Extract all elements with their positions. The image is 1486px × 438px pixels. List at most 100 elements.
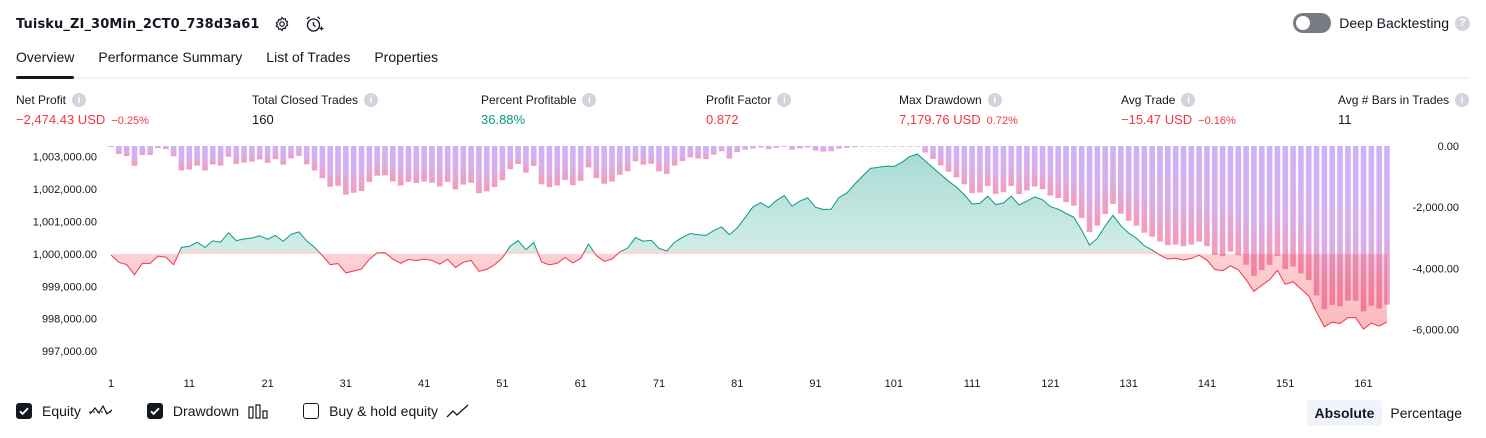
drawdown-bar	[632, 146, 639, 162]
equity-area-above	[179, 154, 1154, 251]
tab-properties[interactable]: Properties	[374, 49, 439, 65]
buy-hold-checkbox[interactable]	[303, 403, 320, 419]
mode-percentage[interactable]: Percentage	[1390, 405, 1462, 421]
drawdown-bar	[296, 146, 302, 156]
x-axis-tick: 161	[1354, 378, 1372, 390]
x-axis-tick: 61	[575, 378, 587, 390]
drawdown-bar	[123, 146, 130, 157]
left-axis-tick: 1,001,000.00	[33, 217, 97, 229]
drawdown-bar	[593, 146, 600, 179]
drawdown-bar	[311, 146, 318, 171]
drawdown-bar	[327, 146, 334, 187]
drawdown-bar	[883, 146, 889, 147]
drawdown-bar	[562, 146, 568, 180]
drawdown-bar	[186, 146, 193, 170]
left-axis-tick: 1,000,000.00	[33, 249, 97, 261]
drawdown-bar	[585, 146, 592, 168]
left-axis-tick: 999,000.00	[42, 281, 97, 293]
drawdown-bar	[1039, 146, 1046, 190]
deep-backtesting-toggle[interactable]	[1293, 13, 1332, 33]
tab-performance-summary[interactable]: Performance Summary	[98, 49, 243, 65]
help-icon[interactable]: ?	[1455, 15, 1470, 31]
drawdown-bar	[953, 146, 960, 178]
info-icon[interactable]: i	[987, 93, 1002, 107]
info-icon[interactable]: i	[1181, 93, 1196, 107]
x-axis-tick: 41	[418, 378, 430, 390]
drawdown-bar	[429, 146, 435, 183]
drawdown-bar	[930, 146, 936, 159]
equity-drawdown-chart[interactable]: 1,003,000.00 1,002,000.00 1,001,000.00 1,00…	[0, 138, 1486, 394]
drawdown-bar	[601, 146, 607, 184]
mode-absolute[interactable]: Absolute	[1306, 400, 1383, 426]
alarm-plus-icon[interactable]	[304, 14, 324, 34]
drawdown-bar	[256, 146, 263, 160]
drawdown-bar	[1172, 146, 1179, 245]
drawdown-bar	[789, 146, 795, 150]
drawdown-bar	[1290, 146, 1296, 267]
x-axis-tick: 151	[1276, 378, 1294, 390]
equity-checkbox[interactable]	[16, 403, 32, 419]
drawdown-bar	[1305, 146, 1312, 281]
info-icon[interactable]: i	[364, 93, 379, 107]
info-icon[interactable]: i	[1455, 93, 1470, 107]
drawdown-bar	[1086, 146, 1093, 233]
info-icon[interactable]: i	[582, 93, 597, 107]
tab-overview[interactable]: Overview	[16, 45, 75, 79]
metric-profit-factor: Profit Factor i 0.872	[706, 93, 792, 127]
legend-buy-hold[interactable]: Buy & hold equity	[303, 403, 470, 419]
drawdown-bar	[1063, 146, 1069, 203]
legend-buy-hold-label: Buy & hold equity	[329, 403, 439, 419]
drawdown-bar	[1329, 146, 1336, 305]
drawdown-bar	[726, 146, 733, 159]
drawdown-bar	[875, 146, 881, 147]
gear-icon[interactable]	[272, 14, 292, 34]
legend-drawdown[interactable]: Drawdown	[146, 403, 269, 419]
drawdown-bar	[1196, 146, 1202, 242]
legend-drawdown-label: Drawdown	[172, 403, 240, 419]
drawdown-bar	[452, 146, 459, 190]
x-axis-tick: 21	[261, 378, 273, 390]
drawdown-bar	[1157, 146, 1163, 242]
drawdown-bar	[742, 146, 748, 150]
drawdown-bar	[757, 146, 764, 148]
drawdown-bar	[202, 146, 208, 171]
info-icon[interactable]: i	[72, 93, 87, 107]
drawdown-bar	[303, 146, 310, 165]
drawdown-bar	[1078, 146, 1085, 218]
drawdown-bar	[1133, 146, 1140, 226]
x-axis-tick: 131	[1120, 378, 1138, 390]
drawdown-bar	[483, 146, 490, 192]
metric-label: Avg # Bars in Trades	[1338, 93, 1450, 107]
drawdown-bar	[421, 146, 427, 182]
drawdown-bar	[937, 146, 944, 166]
drawdown-checkbox[interactable]	[146, 403, 163, 419]
drawdown-bar	[570, 146, 576, 186]
drawdown-bar	[1047, 146, 1054, 196]
metric-label: Total Closed Trades	[252, 93, 359, 107]
drawdown-bar	[444, 146, 451, 182]
drawdown-bar	[272, 146, 279, 160]
equity-area	[110, 153, 1388, 330]
drawdown-bars	[108, 146, 1390, 312]
drawdown-bar	[687, 146, 694, 158]
drawdown-bar	[1149, 146, 1155, 237]
info-icon[interactable]: i	[777, 93, 792, 107]
legend-equity[interactable]: Equity	[16, 403, 113, 419]
drawdown-bar	[1008, 146, 1015, 186]
drawdown-bar	[1337, 146, 1343, 307]
drawdown-bar	[1024, 146, 1030, 191]
drawdown-bar	[147, 146, 153, 155]
drawdown-bar	[1274, 146, 1281, 256]
metric-percent-profitable: Percent Profitable i 36.88%	[481, 93, 597, 127]
drawdown-bar	[734, 146, 741, 153]
metric-label: Percent Profitable	[481, 93, 577, 107]
deep-backtesting: Deep Backtesting ?	[1293, 13, 1470, 33]
metric-avg-bars-in-trades: Avg # Bars in Trades i 11	[1338, 93, 1470, 127]
drawdown-bar	[648, 146, 654, 164]
tab-list-of-trades[interactable]: List of Trades	[266, 49, 351, 65]
drawdown-bar	[1071, 146, 1077, 206]
drawdown-bar	[820, 146, 827, 152]
drawdown-bar	[491, 146, 498, 188]
drawdown-bar	[374, 146, 380, 176]
drawdown-bar	[1219, 146, 1226, 257]
